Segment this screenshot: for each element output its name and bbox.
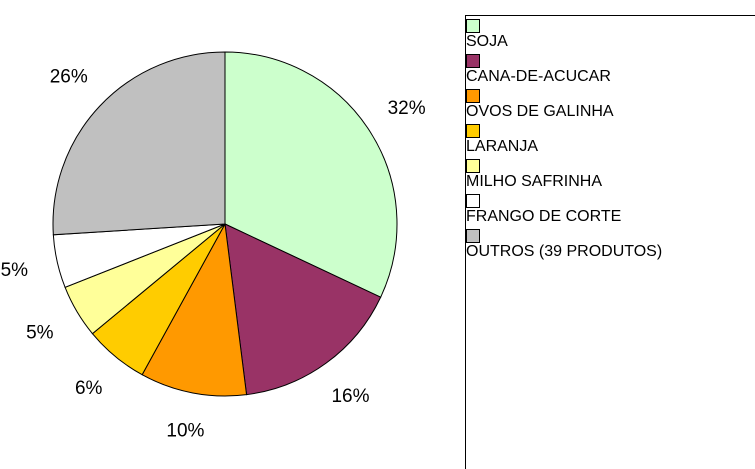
legend-item: MILHO SAFRINHA xyxy=(466,159,755,191)
legend-item: LARANJA xyxy=(466,124,755,156)
legend-label: OVOS DE GALINHA xyxy=(466,103,614,120)
legend-item: FRANGO DE CORTE xyxy=(466,194,755,226)
legend-swatch xyxy=(466,124,480,138)
pie-slice xyxy=(52,51,226,236)
legend-item: CANA-DE-ACUCAR xyxy=(466,54,755,86)
legend-swatch xyxy=(466,159,480,173)
legend-label: SOJA xyxy=(466,33,508,50)
legend-swatch xyxy=(466,229,480,243)
legend-swatch xyxy=(466,194,480,208)
legend-item: OVOS DE GALINHA xyxy=(466,89,755,121)
legend-item: SOJA xyxy=(466,19,755,51)
legend-swatch xyxy=(466,19,480,33)
legend-label: OUTROS (39 PRODUTOS) xyxy=(466,243,663,260)
pie-slice xyxy=(224,51,398,298)
legend-swatch xyxy=(466,89,480,103)
legend-label: FRANGO DE CORTE xyxy=(466,208,622,225)
data-label: 6% xyxy=(75,378,103,399)
data-label: 5% xyxy=(1,260,29,281)
legend-item: OUTROS (39 PRODUTOS) xyxy=(466,229,755,261)
legend-swatch xyxy=(466,54,480,68)
legend-label: CANA-DE-ACUCAR xyxy=(466,68,611,85)
data-label: 10% xyxy=(166,420,204,441)
legend-label: MILHO SAFRINHA xyxy=(466,173,603,190)
legend-label: LARANJA xyxy=(466,138,539,155)
data-label: 32% xyxy=(388,98,426,119)
pie-slice xyxy=(141,222,248,397)
data-label: 26% xyxy=(50,66,88,87)
pie-slice xyxy=(224,223,382,396)
legend: SOJA CANA-DE-ACUCAR OVOS DE GALINHA LARANJA… xyxy=(465,15,755,469)
data-label: 16% xyxy=(331,386,369,407)
data-label: 5% xyxy=(26,323,54,344)
